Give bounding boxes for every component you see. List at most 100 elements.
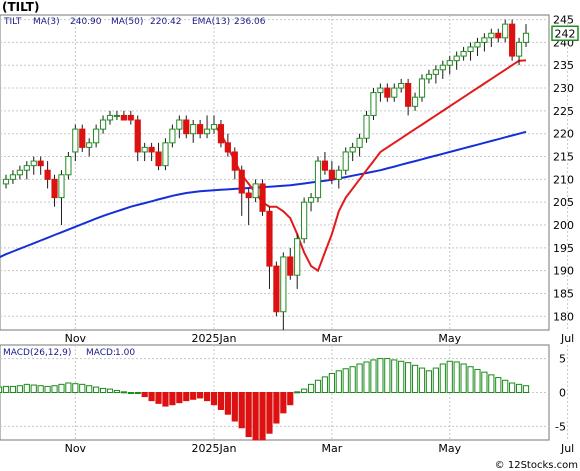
candle-body <box>363 114 370 139</box>
candle-body <box>515 41 523 57</box>
price-y-axis: 1801851901952002052102152202252302352402… <box>553 14 574 324</box>
macd-bar <box>30 384 37 393</box>
candle-body <box>266 210 273 267</box>
last-price-value: 242 <box>555 27 576 40</box>
macd-tick-label: 0 <box>559 387 566 400</box>
macd-bar <box>134 392 141 394</box>
price-tick-label: 190 <box>553 265 574 278</box>
macd-bar <box>349 366 356 394</box>
macd-bar <box>141 392 148 398</box>
price-tick-label: 185 <box>553 287 574 300</box>
legend-ma3-label: MA(3) <box>33 17 60 27</box>
macd-bar <box>384 358 391 394</box>
candle-body <box>280 256 287 313</box>
macd-bar <box>335 370 342 393</box>
price-tick-label: 195 <box>553 242 574 255</box>
macd-bar <box>370 359 377 393</box>
macd-bar <box>16 385 23 394</box>
macd-bar <box>72 383 79 393</box>
macd-bar <box>432 367 439 394</box>
candle-body <box>377 87 384 94</box>
candle-body <box>169 128 176 144</box>
candle-body <box>162 142 169 167</box>
candle-body <box>425 73 433 80</box>
macd-x-tick-label: Nov <box>65 442 87 455</box>
candle-body <box>474 41 481 48</box>
candle-body <box>418 78 426 98</box>
candle-body <box>155 151 162 167</box>
macd-bar <box>99 387 107 393</box>
candle-body <box>405 82 412 107</box>
candle-body <box>44 169 51 180</box>
candle-body <box>252 183 259 199</box>
candle-body <box>287 256 294 276</box>
price-tick-label: 235 <box>553 59 574 72</box>
macd-bar <box>93 386 100 394</box>
macd-bar <box>474 368 481 393</box>
macd-bar <box>155 392 162 404</box>
macd-bar <box>9 385 17 393</box>
macd-bar <box>238 392 245 429</box>
series-line <box>213 59 527 273</box>
macd-bar <box>183 392 190 402</box>
macd-tick-label: -5 <box>555 420 566 433</box>
macd-bar <box>301 388 308 394</box>
macd-bar <box>231 392 238 422</box>
macd-bar <box>245 392 252 438</box>
candle-body <box>439 64 446 71</box>
price-x-tick-label: May <box>438 332 461 345</box>
candle-body <box>301 201 308 240</box>
legend-ma3-value: 240.90 <box>70 17 102 27</box>
price-candles <box>2 19 530 330</box>
candle-body <box>384 87 391 98</box>
candle-body <box>321 160 329 171</box>
macd-bar <box>405 362 412 393</box>
candle-body <box>502 23 509 39</box>
candle-body <box>2 178 10 185</box>
candle-body <box>432 69 439 75</box>
candle-body <box>307 197 315 203</box>
macd-bar <box>197 392 204 399</box>
price-grid <box>0 15 569 330</box>
candle-body <box>190 124 197 135</box>
candle-body <box>16 169 23 176</box>
candle-body <box>328 169 335 180</box>
candle-body <box>411 96 419 107</box>
macd-bar <box>328 373 335 393</box>
candle-body <box>231 151 238 171</box>
legend-ema13-value: 236.06 <box>234 17 266 27</box>
macd-x-tick-label: Mar <box>321 442 342 455</box>
candle-body <box>217 124 225 144</box>
macd-bar <box>217 392 225 410</box>
candle-body <box>99 119 107 130</box>
macd-bar <box>439 363 446 393</box>
macd-bar <box>460 363 467 393</box>
candle-body <box>106 114 114 121</box>
candle-body <box>446 60 453 66</box>
candle-body <box>86 142 93 148</box>
macd-bar <box>190 392 197 400</box>
candle-body <box>148 146 155 153</box>
candle-body <box>134 119 141 153</box>
macd-bar <box>425 370 433 393</box>
candle-body <box>127 114 134 121</box>
price-tick-label: 210 <box>553 173 574 186</box>
price-x-tick-label: 2025Jan <box>192 332 237 345</box>
candle-body <box>37 160 44 167</box>
macd-bar <box>252 392 259 441</box>
macd-bar <box>502 379 509 393</box>
macd-bar <box>127 392 134 394</box>
moving-averages <box>0 59 527 273</box>
price-tick-label: 230 <box>553 82 574 95</box>
macd-bar <box>37 385 44 394</box>
candle-body <box>356 137 363 148</box>
chart-title: (TILT) <box>2 0 39 14</box>
candle-body <box>488 32 495 39</box>
macd-y-axis: 5 0 -5 <box>555 353 566 434</box>
price-tick-label: 200 <box>553 219 574 232</box>
candle-body <box>460 51 467 57</box>
legend-ma50-value: 220.42 <box>150 17 182 27</box>
candle-body <box>522 32 530 43</box>
legend-symbol: TILT <box>3 17 22 27</box>
